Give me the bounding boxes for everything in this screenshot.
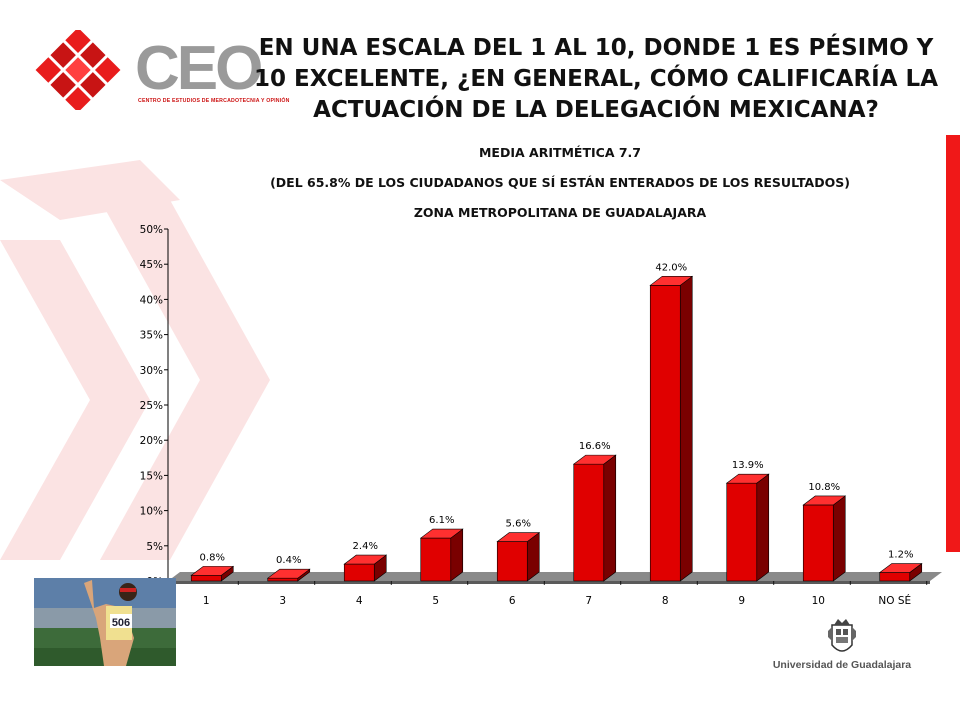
- bar-side: [679, 275, 693, 582]
- bar-top: [496, 532, 541, 542]
- data-label: 16.6%: [579, 441, 611, 452]
- bar: [726, 482, 758, 582]
- bar: [190, 575, 222, 582]
- bar-top: [725, 473, 770, 484]
- y-tick-label: 20%: [140, 435, 163, 447]
- bar-top: [190, 566, 235, 576]
- x-tick-label: NO SÉ: [878, 594, 911, 607]
- udg-crest-icon: [828, 619, 856, 652]
- x-tick-label: 10: [812, 595, 825, 607]
- x-tick-label: 3: [279, 595, 286, 607]
- bar-top: [343, 554, 388, 565]
- data-label: 10.8%: [808, 482, 840, 493]
- bar-side: [603, 454, 617, 582]
- y-tick-label: 50%: [140, 224, 163, 236]
- x-tick-label: 6: [509, 595, 516, 607]
- y-tick-label: 40%: [140, 294, 163, 306]
- y-tick-label: 5%: [146, 541, 163, 553]
- bar: [343, 563, 375, 582]
- bar-side: [756, 473, 770, 582]
- mean-line: MEDIA ARITMÉTICA 7.7: [478, 145, 641, 160]
- ceo-logo: CEO CENTRO DE ESTUDIOS DE MERCADOTECNIA …: [30, 27, 289, 113]
- y-tick-label: 10%: [140, 506, 163, 518]
- y-tick-label: 30%: [140, 365, 163, 377]
- data-label: 0.4%: [276, 555, 301, 566]
- right-accent-bar: [946, 135, 960, 552]
- y-tick-label: 25%: [140, 400, 163, 412]
- y-tick-label: 15%: [140, 470, 163, 482]
- bar: [802, 504, 834, 582]
- data-label: 6.1%: [429, 515, 454, 526]
- data-label: 2.4%: [353, 541, 378, 552]
- bar-top: [878, 563, 923, 573]
- bar-side: [832, 495, 846, 582]
- bar-top: [419, 528, 464, 539]
- bar: [573, 463, 605, 582]
- y-tick-label: 45%: [140, 259, 163, 271]
- data-label: 1.2%: [888, 550, 913, 561]
- bib-number: 506: [112, 617, 130, 629]
- udg-name: Universidad de Guadalajara: [772, 659, 912, 671]
- bar-top: [802, 495, 847, 506]
- data-label: 13.9%: [732, 460, 764, 471]
- bar: [267, 577, 299, 582]
- bar-top: [572, 454, 617, 465]
- data-label: 0.8%: [200, 552, 225, 563]
- chart-floor-edge: [168, 581, 930, 584]
- y-tick-label: 35%: [140, 330, 163, 342]
- logo-wordmark: CEO: [135, 34, 263, 103]
- logo-subtitle: CENTRO DE ESTUDIOS DE MERCADOTECNIA Y OP…: [138, 98, 290, 104]
- zone-line: ZONA METROPOLITANA DE GUADALAJARA: [413, 205, 707, 220]
- base-line: (DEL 65.8% DE LOS CIUDADANOS QUE SÍ ESTÁ…: [270, 175, 850, 190]
- x-tick-label: 5: [432, 595, 439, 607]
- x-tick-label: 9: [738, 595, 745, 607]
- data-label: 5.6%: [506, 519, 531, 530]
- page-title: EN UNA ESCALA DEL 1 AL 10, DONDE 1 ES PÉ…: [253, 35, 938, 123]
- bar: [496, 541, 528, 582]
- bar-top: [266, 568, 311, 579]
- udg-logo: Universidad de Guadalajara: [772, 615, 912, 675]
- bar-top: [649, 276, 694, 286]
- bar: [649, 285, 681, 582]
- x-tick-label: 7: [585, 595, 592, 607]
- x-tick-label: 8: [662, 595, 669, 607]
- x-tick-label: 4: [356, 595, 363, 607]
- bar: [420, 537, 452, 582]
- data-label: 42.0%: [655, 262, 687, 273]
- logo-diamond-icon: [35, 27, 121, 113]
- bar: [879, 572, 911, 582]
- x-tick-label: 1: [203, 595, 210, 607]
- athlete-photo: 506: [34, 578, 176, 666]
